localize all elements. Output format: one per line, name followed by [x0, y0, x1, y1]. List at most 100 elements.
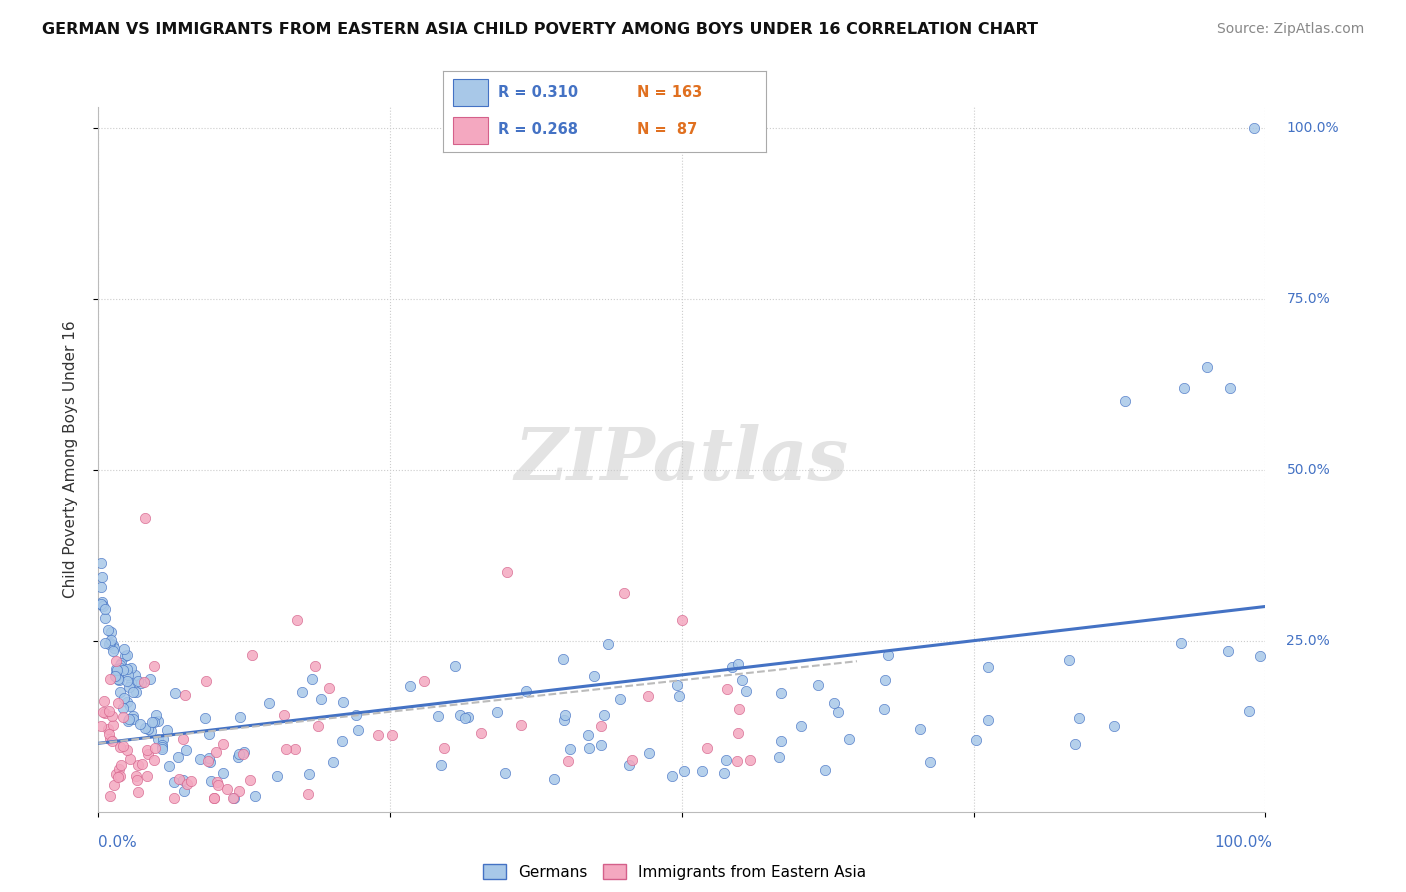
Point — [118, 712, 141, 726]
Point — [107, 673, 129, 687]
Point — [814, 763, 837, 777]
Point — [98, 731, 121, 746]
Point — [1104, 719, 1126, 733]
Point — [877, 648, 900, 662]
Point — [714, 754, 737, 768]
Point — [122, 709, 145, 723]
Bar — [453, 79, 488, 106]
Text: ZIPatlas: ZIPatlas — [515, 424, 849, 495]
Point — [381, 728, 404, 742]
Point — [94, 611, 117, 625]
Point — [222, 791, 245, 805]
Point — [1057, 653, 1080, 667]
Point — [105, 663, 128, 677]
Point — [668, 690, 690, 704]
Text: 75.0%: 75.0% — [1286, 292, 1330, 306]
Point — [150, 739, 173, 754]
Point — [107, 770, 129, 784]
Point — [134, 721, 156, 735]
Point — [114, 649, 136, 664]
Point — [141, 723, 163, 738]
Point — [205, 774, 228, 789]
Point — [107, 672, 129, 686]
Text: 100.0%: 100.0% — [1215, 836, 1272, 850]
Point — [176, 743, 198, 757]
Point — [301, 672, 323, 686]
Point — [322, 755, 344, 769]
Point — [875, 673, 897, 687]
Point — [100, 709, 122, 723]
Point — [94, 636, 117, 650]
Point — [873, 702, 896, 716]
Point — [124, 685, 146, 699]
Point — [557, 754, 579, 768]
Point — [318, 681, 340, 695]
Point — [612, 586, 634, 600]
Point — [172, 731, 194, 746]
Point — [110, 769, 132, 783]
Point — [115, 695, 138, 709]
Point — [232, 747, 254, 761]
Point — [200, 756, 222, 770]
Text: R = 0.310: R = 0.310 — [498, 85, 578, 100]
Point — [108, 658, 131, 673]
Point — [229, 710, 252, 724]
Point — [1195, 359, 1218, 374]
Point — [98, 672, 121, 686]
Point — [120, 660, 142, 674]
Point — [90, 570, 112, 584]
Point — [93, 694, 115, 708]
Point — [453, 711, 475, 725]
Point — [666, 677, 689, 691]
Point — [297, 787, 319, 801]
Point — [1243, 120, 1265, 135]
Point — [198, 727, 221, 741]
Text: 100.0%: 100.0% — [1286, 120, 1339, 135]
Point — [1219, 380, 1241, 394]
Point — [90, 719, 112, 733]
Point — [122, 685, 145, 699]
Point — [104, 669, 127, 683]
Point — [266, 769, 288, 783]
Point — [671, 613, 693, 627]
Text: N = 163: N = 163 — [637, 85, 702, 100]
Point — [90, 597, 112, 611]
Point — [222, 791, 245, 805]
Point — [103, 718, 125, 732]
Point — [768, 749, 790, 764]
Point — [721, 659, 744, 673]
Point — [637, 690, 659, 704]
Point — [163, 686, 186, 700]
Point — [112, 710, 135, 724]
Point — [1173, 380, 1195, 394]
Point — [228, 784, 250, 798]
Point — [127, 785, 149, 799]
Point — [240, 648, 263, 662]
Point — [125, 769, 148, 783]
Point — [112, 739, 135, 753]
Point — [110, 758, 132, 772]
Point — [589, 719, 612, 733]
Point — [367, 728, 389, 742]
Point — [107, 762, 129, 776]
Point — [553, 713, 575, 727]
Point — [551, 652, 574, 666]
Point — [194, 710, 217, 724]
Point — [690, 764, 713, 778]
Point — [173, 784, 195, 798]
Point — [582, 669, 605, 683]
Point — [98, 636, 121, 650]
Point — [115, 648, 138, 662]
Point — [148, 732, 170, 747]
Point — [115, 743, 138, 757]
Point — [291, 685, 314, 699]
Point — [554, 707, 576, 722]
Point — [470, 726, 492, 740]
Point — [207, 778, 229, 792]
Point — [727, 726, 749, 740]
Point — [495, 566, 517, 580]
Point — [735, 684, 758, 698]
Point — [136, 747, 159, 761]
Point — [94, 601, 117, 615]
Point — [145, 708, 167, 723]
